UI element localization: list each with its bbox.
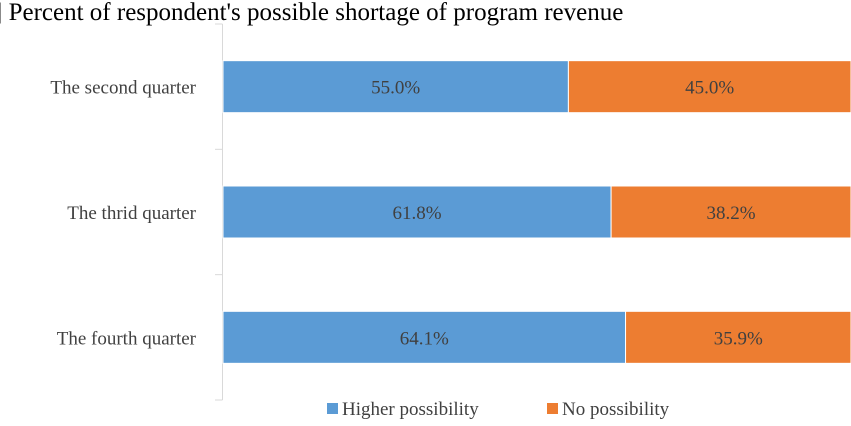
legend-label: No possibility xyxy=(562,399,670,420)
bar-no-possibility xyxy=(610,185,851,239)
bar-no-possibility xyxy=(625,310,851,364)
chart-title: ] Percent of respondent's possible short… xyxy=(0,0,623,26)
legend-swatch xyxy=(547,403,558,414)
data-label: 38.2% xyxy=(707,203,756,224)
axis-layer: The second quarter The thrid quarter The f… xyxy=(50,23,223,401)
bar-no-possibility xyxy=(567,60,851,114)
data-label: 45.0% xyxy=(685,78,734,99)
labels-layer: 55.0% 45.0% 61.8% 38.2% 64.1% 35.9% xyxy=(371,78,763,350)
bars-layer xyxy=(222,60,851,364)
data-label: 61.8% xyxy=(393,203,442,224)
category-label: The fourth quarter xyxy=(57,328,197,349)
category-label: The second quarter xyxy=(50,78,196,99)
bar-higher-possibility xyxy=(222,60,569,114)
category-label: The thrid quarter xyxy=(67,203,196,224)
data-label: 35.9% xyxy=(714,328,763,349)
data-label: 55.0% xyxy=(371,78,420,99)
legend-label: Higher possibility xyxy=(342,399,479,420)
bar-higher-possibility xyxy=(222,310,627,364)
data-label: 64.1% xyxy=(400,328,449,349)
legend: Higher possibility No possibility xyxy=(327,399,670,420)
bar-higher-possibility xyxy=(222,185,612,239)
legend-swatch xyxy=(327,403,338,414)
